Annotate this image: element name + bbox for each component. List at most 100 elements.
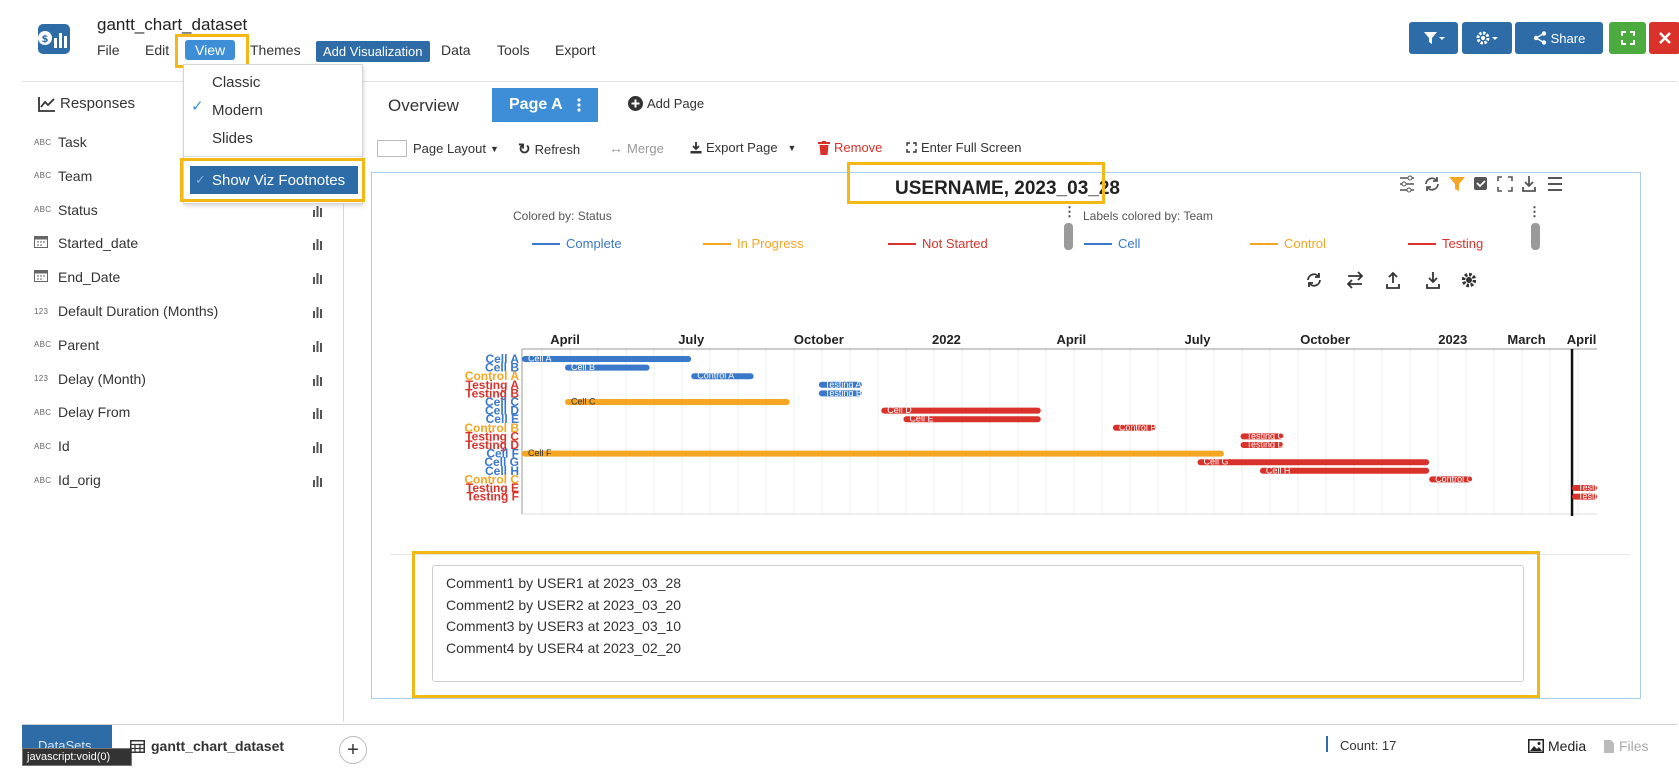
gantt-bar[interactable] [1429, 476, 1473, 483]
gantt-bar[interactable] [1112, 424, 1156, 431]
bar-chart-icon[interactable] [312, 440, 324, 454]
field-item[interactable]: 123 Delay (Month) [34, 366, 324, 392]
field-item[interactable]: ABC Delay From [34, 399, 324, 425]
field-item[interactable]: ABC Parent [34, 332, 324, 358]
svg-text:$: $ [42, 34, 49, 45]
menu-themes[interactable]: Themes [250, 42, 301, 58]
gear-icon[interactable] [1461, 272, 1476, 288]
add-page-button[interactable]: Add Page [628, 96, 704, 111]
refresh-button[interactable]: ↻ Refresh [518, 140, 580, 158]
field-item[interactable]: ABC Team [34, 163, 324, 189]
gantt-bar[interactable] [565, 364, 650, 371]
legend-entry[interactable]: Not Started [888, 236, 988, 251]
sync-icon[interactable] [1425, 177, 1439, 191]
view-option-classic[interactable]: Classic [212, 74, 261, 91]
legend-label: Control [1284, 236, 1326, 251]
bar-chart-icon[interactable] [312, 237, 324, 251]
bar-chart-icon[interactable] [312, 305, 324, 318]
legend-menu-icon[interactable]: ⋮ [1063, 204, 1076, 219]
gantt-bar[interactable] [818, 381, 862, 388]
media-label: Media [1548, 738, 1587, 754]
enter-full-screen-button[interactable]: Enter Full Screen [906, 140, 1021, 155]
field-item[interactable]: ABC Status [34, 197, 324, 223]
legend-entry[interactable]: Testing [1408, 236, 1483, 251]
field-item[interactable]: ABC Task [34, 129, 324, 155]
download-icon[interactable] [1426, 272, 1440, 289]
filter-dropdown-button[interactable] [1409, 22, 1458, 54]
add-visualization-button[interactable]: Add Visualization [316, 41, 430, 62]
footnotes-box[interactable] [432, 565, 1524, 682]
gantt-bar[interactable] [1572, 493, 1597, 500]
legend-entry[interactable]: Control [1250, 236, 1326, 251]
settings-dropdown-button[interactable] [1462, 22, 1512, 54]
bar-chart-icon[interactable] [312, 474, 324, 487]
gantt-bar[interactable] [1572, 485, 1597, 491]
legend-entry[interactable]: Cell [1084, 236, 1140, 251]
bar-chart-icon[interactable] [312, 373, 324, 386]
kebab-menu-icon[interactable] [575, 97, 583, 113]
sync-icon[interactable] [1307, 273, 1321, 287]
field-item[interactable]: End_Date [34, 264, 324, 290]
bar-chart-icon[interactable] [312, 204, 324, 217]
legend-entry[interactable]: Complete [532, 236, 622, 251]
gantt-bar[interactable] [1240, 433, 1284, 440]
remove-button[interactable]: Remove [818, 140, 882, 155]
fullscreen-button[interactable] [1609, 22, 1646, 54]
gantt-bar[interactable] [1240, 442, 1284, 448]
menu-data[interactable]: Data [441, 42, 471, 58]
gantt-bar[interactable] [1197, 459, 1430, 466]
add-dataset-button[interactable]: + [339, 736, 367, 764]
gantt-bar[interactable] [818, 390, 862, 397]
export-page-button[interactable]: Export Page ▼ [690, 140, 796, 155]
view-option-modern[interactable]: Modern [212, 102, 263, 119]
files-button[interactable]: Files [1603, 738, 1649, 754]
page-layout-button[interactable]: Page Layout ▼ [377, 140, 499, 157]
app-logo-icon: $ [38, 24, 70, 54]
legend-scroll-handle-left[interactable] [1064, 223, 1073, 250]
gantt-bar[interactable] [522, 450, 1224, 457]
field-item[interactable]: ABC Id_orig [34, 467, 324, 493]
task-label: Control A [465, 369, 520, 383]
dataset-tab[interactable]: gantt_chart_dataset [130, 738, 284, 754]
field-item[interactable]: Started_date [34, 230, 324, 256]
bar-chart-icon[interactable] [312, 339, 324, 352]
menu-file[interactable]: File [97, 42, 120, 58]
gantt-bar[interactable] [903, 416, 1041, 423]
sliders-icon[interactable] [1400, 175, 1414, 193]
field-item[interactable]: ABC Id [34, 433, 324, 459]
gantt-bar[interactable] [1259, 467, 1430, 474]
filter-icon[interactable] [1449, 177, 1465, 191]
view-option-show-viz-footnotes[interactable]: ✓ Show Viz Footnotes [190, 166, 358, 194]
media-button[interactable]: Media [1528, 738, 1586, 754]
menu-edit[interactable]: Edit [145, 42, 170, 58]
bar-chart-icon[interactable] [312, 406, 324, 420]
legend-scroll-handle-right[interactable] [1531, 223, 1540, 250]
field-item[interactable]: 123 Default Duration (Months) [34, 298, 324, 324]
close-button[interactable] [1649, 22, 1679, 54]
expand-icon[interactable] [1497, 176, 1513, 192]
bar-chart-icon[interactable] [312, 271, 324, 285]
gantt-bar[interactable] [522, 356, 692, 362]
merge-button[interactable]: ↔ Merge [609, 140, 664, 156]
download-icon[interactable] [1522, 176, 1536, 192]
share-icon [1533, 31, 1546, 45]
upload-icon[interactable] [1386, 271, 1400, 289]
tab-page-a[interactable]: Page A [492, 88, 598, 122]
menu-export[interactable]: Export [555, 42, 596, 58]
bar-label: Cell D [887, 405, 912, 415]
gantt-bar[interactable] [565, 399, 790, 405]
check-icon: ✓ [191, 98, 204, 115]
share-button[interactable]: Share [1515, 22, 1603, 54]
menu-tools[interactable]: Tools [497, 42, 530, 58]
check-square-icon[interactable] [1474, 177, 1487, 190]
fullscreen-icon [906, 142, 917, 153]
gantt-bar[interactable] [881, 407, 1041, 414]
gantt-bar[interactable] [691, 373, 754, 380]
swap-icon[interactable] [1346, 271, 1364, 289]
hamburger-menu-icon[interactable] [1548, 177, 1562, 191]
view-option-slides[interactable]: Slides [212, 130, 253, 147]
menu-view[interactable]: View [185, 40, 236, 60]
tab-overview[interactable]: Overview [388, 96, 459, 115]
legend-entry[interactable]: In Progress [703, 236, 803, 251]
legend-menu-icon[interactable]: ⋮ [1528, 204, 1541, 219]
